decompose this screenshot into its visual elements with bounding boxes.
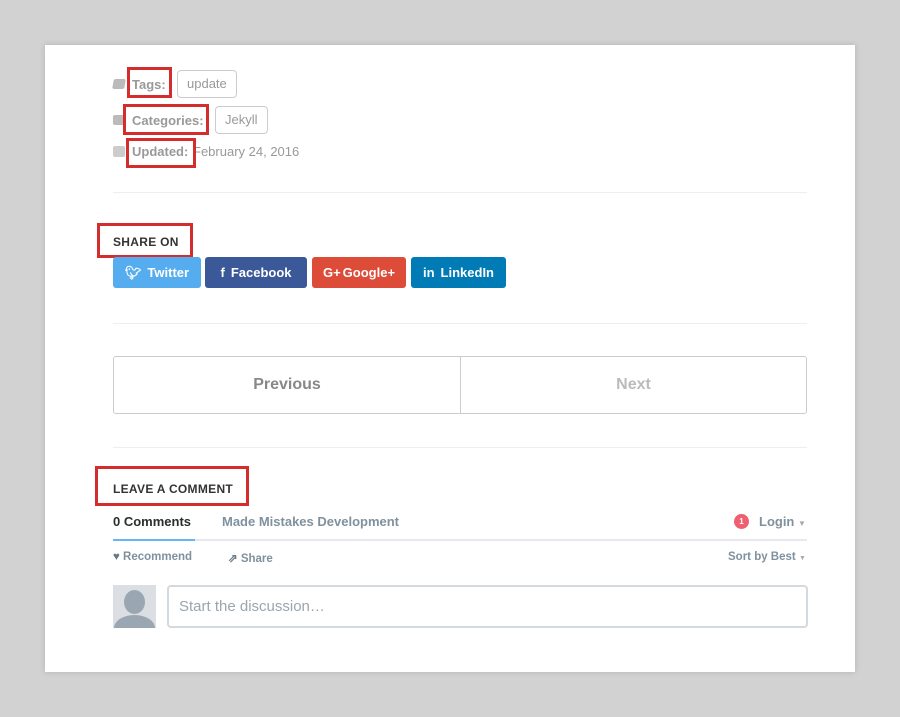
twitter-icon: 🐦︎ bbox=[124, 265, 142, 280]
tag-update[interactable]: update bbox=[177, 70, 237, 98]
notification-badge[interactable]: 1 bbox=[734, 514, 749, 529]
calendar-icon bbox=[113, 146, 125, 157]
button-label: Twitter bbox=[147, 265, 190, 280]
folder-icon bbox=[113, 115, 125, 125]
login-label: Login bbox=[759, 514, 795, 529]
google-plus-icon: G+ bbox=[322, 265, 341, 280]
previous-button[interactable]: Previous bbox=[113, 356, 461, 414]
next-button[interactable]: Next bbox=[460, 356, 807, 414]
active-tab-indicator bbox=[113, 539, 195, 541]
divider bbox=[113, 192, 807, 193]
login-menu[interactable]: Login ▼ bbox=[759, 514, 806, 529]
tab-comments[interactable]: 0 Comments bbox=[113, 514, 192, 529]
categories-label: Categories: bbox=[132, 113, 204, 128]
post-footer-card bbox=[45, 45, 855, 672]
category-jekyll[interactable]: Jekyll bbox=[215, 106, 268, 134]
facebook-icon: f bbox=[220, 265, 225, 280]
divider bbox=[113, 447, 807, 448]
recommend-button[interactable]: ♥ Recommend bbox=[113, 551, 192, 563]
recommend-label: Recommend bbox=[123, 551, 193, 563]
google-plus-share-button[interactable]: G+ Google+ bbox=[312, 257, 406, 288]
chevron-down-icon: ▼ bbox=[798, 555, 806, 562]
linkedin-share-button[interactable]: in LinkedIn bbox=[411, 257, 506, 288]
divider bbox=[113, 323, 807, 324]
chevron-down-icon: ▼ bbox=[798, 519, 806, 528]
share-icon: ⇗ bbox=[228, 553, 238, 565]
sort-label: Sort by Best bbox=[728, 551, 796, 563]
share-label: Share bbox=[240, 553, 273, 565]
tag-icon bbox=[112, 79, 126, 89]
tab-underline bbox=[113, 539, 807, 541]
button-label: Google+ bbox=[342, 265, 396, 280]
tags-label: Tags: bbox=[132, 77, 166, 92]
tab-community[interactable]: Made Mistakes Development bbox=[222, 514, 400, 529]
comment-input[interactable]: Start the discussion… bbox=[167, 585, 808, 628]
twitter-share-button[interactable]: 🐦︎ Twitter bbox=[113, 257, 201, 288]
comment-heading: LEAVE A COMMENT bbox=[113, 482, 234, 496]
sort-dropdown[interactable]: Sort by Best ▼ bbox=[728, 551, 806, 563]
updated-date: February 24, 2016 bbox=[193, 144, 300, 159]
facebook-share-button[interactable]: f Facebook bbox=[205, 257, 307, 288]
share-heading: SHARE ON bbox=[113, 235, 179, 249]
button-label: Facebook bbox=[230, 265, 292, 280]
avatar bbox=[113, 585, 156, 628]
share-thread-button[interactable]: ⇗ Share bbox=[228, 551, 273, 565]
heart-icon: ♥ bbox=[113, 551, 120, 563]
linkedin-icon: in bbox=[422, 265, 435, 280]
updated-label: Updated: bbox=[132, 144, 189, 159]
button-label: LinkedIn bbox=[440, 265, 494, 280]
